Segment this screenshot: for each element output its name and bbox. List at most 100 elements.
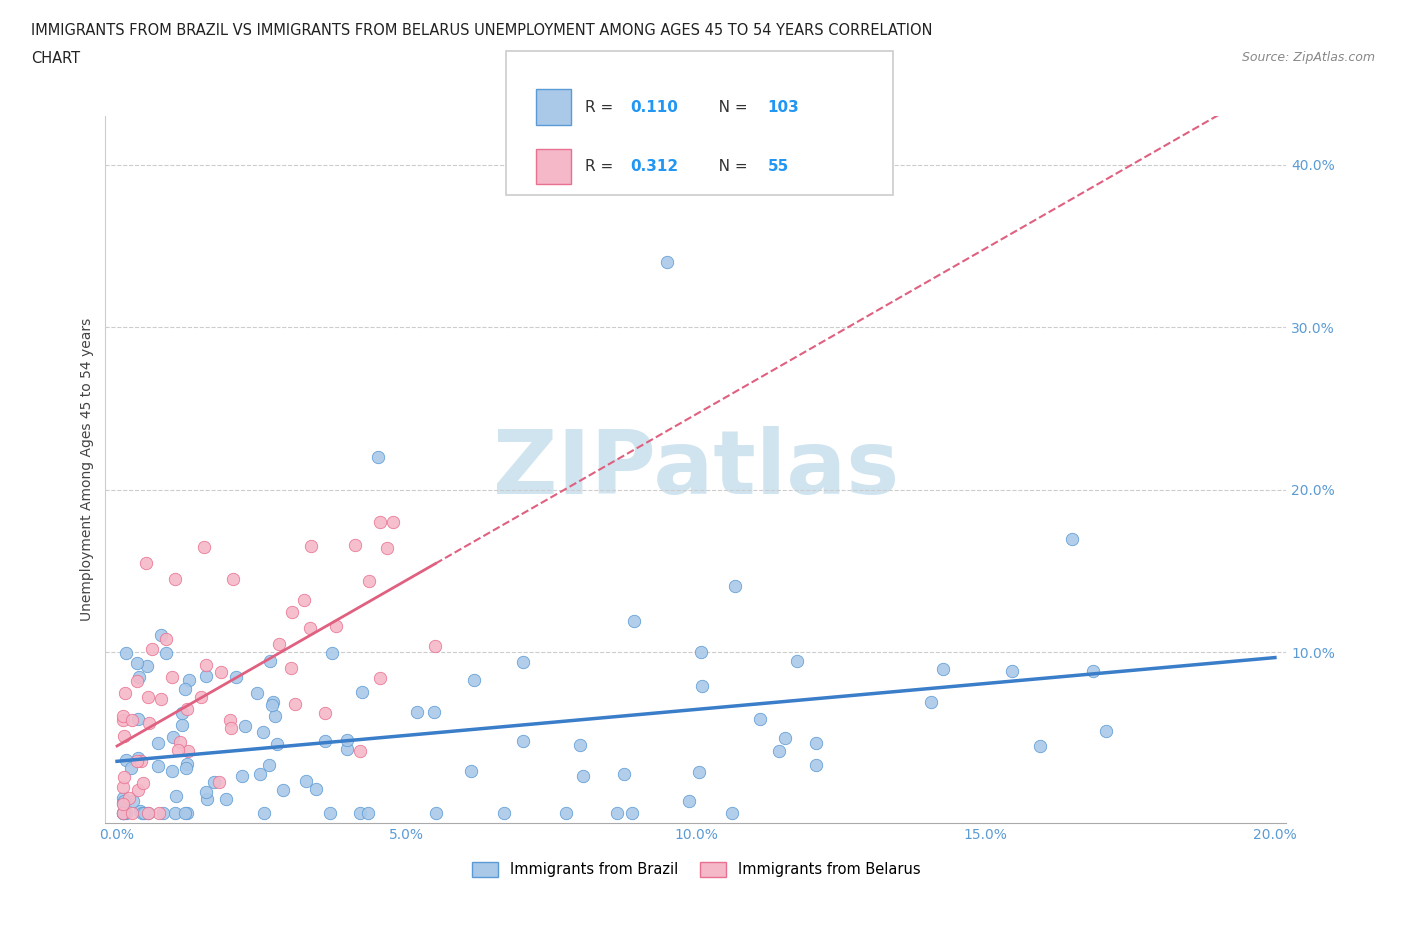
Point: [1001, 664, 1024, 679]
Point: [117, 790, 139, 805]
Point: [621, 806, 644, 821]
Point: [613, 766, 636, 781]
Y-axis label: Unemployment Among Ages 45 to 54 years: Unemployment Among Ages 45 to 54 years: [80, 318, 94, 621]
Point: [155, 631, 177, 646]
Point: [425, 806, 447, 821]
Point: [121, 712, 143, 727]
Point: [405, 705, 427, 720]
Point: [688, 764, 710, 779]
Point: [135, 555, 157, 570]
Point: [136, 658, 159, 673]
Point: [114, 752, 136, 767]
Point: [344, 538, 367, 552]
Point: [321, 645, 343, 660]
Point: [768, 743, 790, 758]
Point: [606, 806, 628, 821]
Point: [112, 770, 135, 785]
Point: [174, 760, 197, 775]
Text: IMMIGRANTS FROM BRAZIL VS IMMIGRANTS FROM BELARUS UNEMPLOYMENT AMONG AGES 45 TO : IMMIGRANTS FROM BRAZIL VS IMMIGRANTS FRO…: [31, 23, 932, 38]
Point: [111, 806, 134, 821]
Point: [368, 515, 391, 530]
Point: [252, 724, 274, 739]
Point: [292, 592, 315, 607]
Point: [174, 682, 197, 697]
Point: [209, 665, 232, 680]
Point: [284, 697, 307, 711]
Point: [231, 769, 253, 784]
Point: [314, 734, 336, 749]
Point: [336, 733, 359, 748]
Text: N =: N =: [704, 159, 752, 174]
Point: [163, 572, 186, 587]
Point: [132, 806, 155, 821]
Text: R =: R =: [585, 100, 619, 114]
Point: [129, 804, 152, 818]
Point: [112, 806, 135, 821]
Point: [271, 783, 294, 798]
Point: [678, 794, 700, 809]
Point: [131, 776, 153, 790]
Point: [190, 689, 212, 704]
Point: [314, 706, 336, 721]
Point: [127, 751, 149, 765]
Point: [748, 711, 770, 726]
Point: [127, 711, 149, 726]
Point: [357, 573, 380, 588]
Point: [112, 793, 135, 808]
Text: 55: 55: [768, 159, 789, 174]
Point: [690, 679, 713, 694]
Point: [460, 764, 482, 778]
Point: [173, 806, 195, 821]
Point: [425, 639, 447, 654]
Point: [121, 806, 143, 821]
Point: [336, 741, 359, 756]
Point: [350, 684, 373, 699]
Point: [160, 670, 183, 684]
Point: [179, 673, 201, 688]
Point: [170, 706, 193, 721]
Point: [208, 774, 231, 789]
Point: [165, 789, 187, 804]
Point: [357, 806, 380, 821]
Point: [193, 539, 215, 554]
Point: [167, 742, 190, 757]
Point: [375, 541, 398, 556]
Point: [249, 767, 271, 782]
Point: [169, 735, 191, 750]
Legend: Immigrants from Brazil, Immigrants from Belarus: Immigrants from Brazil, Immigrants from …: [465, 856, 927, 883]
Point: [305, 781, 328, 796]
Point: [1062, 531, 1084, 546]
Text: 0.312: 0.312: [630, 159, 678, 174]
Point: [349, 744, 371, 759]
Point: [262, 695, 284, 710]
Point: [177, 743, 200, 758]
Point: [349, 806, 371, 821]
Point: [112, 728, 135, 743]
Point: [266, 737, 288, 751]
Point: [194, 669, 217, 684]
Point: [115, 806, 138, 821]
Point: [125, 655, 148, 670]
Point: [368, 671, 391, 685]
Point: [195, 791, 218, 806]
Point: [773, 731, 796, 746]
Point: [233, 719, 256, 734]
Point: [1029, 738, 1052, 753]
Point: [128, 670, 150, 684]
Point: [423, 704, 446, 719]
Point: [219, 712, 242, 727]
Text: ZIPatlas: ZIPatlas: [494, 426, 898, 513]
Point: [111, 806, 134, 821]
Point: [127, 754, 149, 769]
Point: [806, 758, 828, 773]
Point: [298, 620, 321, 635]
Point: [806, 736, 828, 751]
Point: [1095, 724, 1118, 738]
Point: [146, 759, 169, 774]
Point: [141, 642, 163, 657]
Point: [202, 775, 225, 790]
Point: [721, 806, 744, 821]
Point: [112, 779, 135, 794]
Point: [219, 720, 242, 735]
Point: [382, 515, 405, 530]
